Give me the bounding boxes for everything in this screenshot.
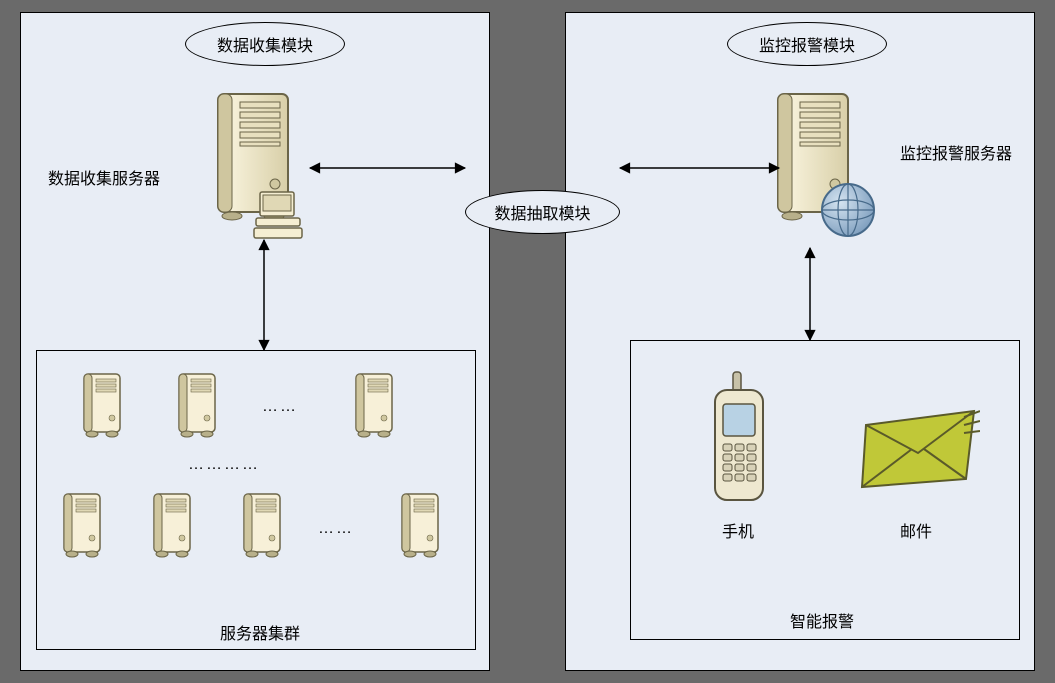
diagram-canvas: 数据收集模块 监控报警模块 数据抽取模块 数据收集服务器 — [0, 0, 1055, 683]
arrows-layer — [0, 0, 1055, 683]
